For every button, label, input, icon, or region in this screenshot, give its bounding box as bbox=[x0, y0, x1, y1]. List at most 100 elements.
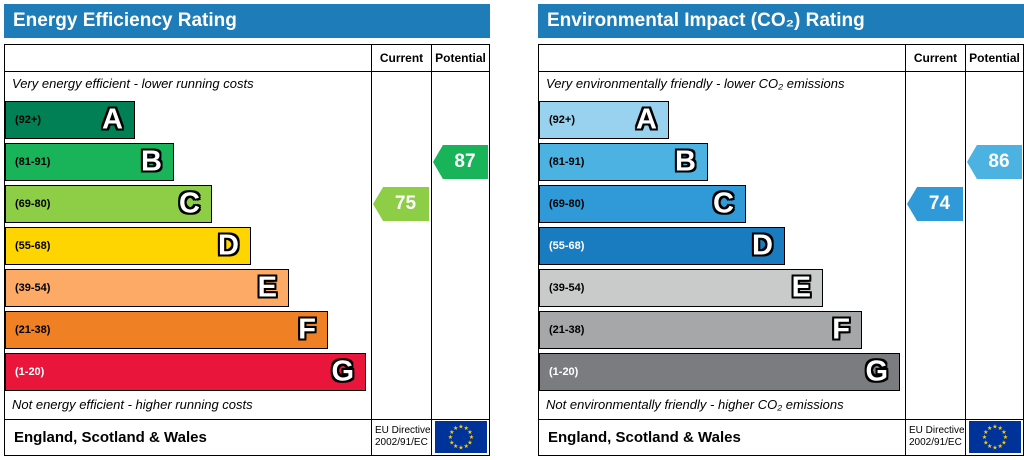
footer-region-label: England, Scotland & Wales bbox=[14, 429, 207, 446]
band-row: (1-20) G bbox=[5, 353, 371, 391]
band-letter: E bbox=[257, 271, 277, 304]
band-bar: (81-91) B bbox=[5, 143, 174, 181]
bottom-note: Not environmentally friendly - higher CO… bbox=[546, 397, 844, 412]
band-row: (81-91) B bbox=[5, 143, 371, 181]
svg-text:★: ★ bbox=[463, 425, 469, 432]
eu-flag-icon: ★ ★★★★★★★★★★★ bbox=[968, 421, 1021, 453]
eu-directive-line2: 2002/91/EC bbox=[375, 437, 428, 448]
band-range-label: (55-68) bbox=[549, 240, 585, 252]
svg-text:★: ★ bbox=[983, 439, 989, 446]
band-bar: (92+) A bbox=[5, 101, 135, 139]
band-letter: B bbox=[141, 145, 162, 178]
band-row: (21-38) F bbox=[539, 311, 905, 349]
band-bar: (1-20) G bbox=[539, 353, 900, 391]
band-letter: A bbox=[636, 103, 657, 136]
svg-text:★: ★ bbox=[468, 434, 474, 441]
band-range-label: (92+) bbox=[15, 114, 41, 126]
svg-text:★: ★ bbox=[1001, 439, 1007, 446]
current-pointer: 75 bbox=[373, 187, 429, 221]
band-row: (39-54) E bbox=[539, 269, 905, 307]
chart-title: Energy Efficiency Rating bbox=[4, 4, 490, 38]
eu-directive-line1: EU Directive bbox=[909, 425, 965, 436]
top-note: Very environmentally friendly - lower CO… bbox=[546, 76, 845, 91]
svg-text:★: ★ bbox=[458, 445, 464, 452]
column-divider-left bbox=[371, 45, 372, 455]
band-range-label: (69-80) bbox=[549, 198, 585, 210]
potential-pointer: 87 bbox=[433, 145, 488, 179]
band-range-label: (39-54) bbox=[15, 282, 51, 294]
svg-text:★: ★ bbox=[467, 439, 473, 446]
rating-chart: Energy Efficiency Rating Current Potenti… bbox=[4, 4, 490, 456]
band-row: (21-38) F bbox=[5, 311, 371, 349]
band-letter: G bbox=[865, 355, 888, 388]
eu-directive-line1: EU Directive bbox=[375, 425, 431, 436]
band-bar: (55-68) D bbox=[5, 227, 251, 265]
band-bar: (21-38) F bbox=[539, 311, 862, 349]
eu-flag-icon: ★ ★★★★★★★★★★★ bbox=[434, 421, 487, 453]
eu-directive: EU Directive 2002/91/EC bbox=[906, 419, 965, 455]
band-row: (39-54) E bbox=[5, 269, 371, 307]
chart-title: Environmental Impact (CO₂) Rating bbox=[538, 4, 1024, 38]
band-range-label: (1-20) bbox=[15, 366, 45, 378]
current-pointer: 74 bbox=[907, 187, 963, 221]
column-header-divider bbox=[5, 71, 489, 72]
band-row: (69-80) C bbox=[5, 185, 371, 223]
band-range-label: (21-38) bbox=[549, 324, 585, 336]
column-divider-left bbox=[905, 45, 906, 455]
svg-text:★: ★ bbox=[986, 425, 992, 432]
potential-column-header: Potential bbox=[435, 51, 486, 65]
column-divider-right bbox=[965, 45, 966, 455]
top-note: Very energy efficient - lower running co… bbox=[12, 76, 254, 91]
band-letter: F bbox=[298, 313, 316, 346]
svg-text:★: ★ bbox=[986, 443, 992, 450]
band-range-label: (81-91) bbox=[15, 156, 51, 168]
band-bar: (92+) A bbox=[539, 101, 669, 139]
band-letter: C bbox=[713, 187, 734, 220]
band-letter: F bbox=[832, 313, 850, 346]
band-letter: C bbox=[179, 187, 200, 220]
band-row: (55-68) D bbox=[5, 227, 371, 265]
eu-flag-cell: ★ ★ ★ ★ ★ ★ ★ ★ ★ ★ ★ ★ bbox=[432, 419, 489, 455]
chart-table: Current Potential Very energy efficient … bbox=[4, 44, 490, 456]
band-row: (92+) A bbox=[5, 101, 371, 139]
band-letter: D bbox=[752, 229, 773, 262]
band-row: (92+) A bbox=[539, 101, 905, 139]
band-bar: (69-80) C bbox=[539, 185, 746, 223]
band-bar: (81-91) B bbox=[539, 143, 708, 181]
band-range-label: (81-91) bbox=[549, 156, 585, 168]
band-range-label: (1-20) bbox=[549, 366, 579, 378]
footer-divider bbox=[539, 419, 1023, 420]
potential-pointer: 86 bbox=[967, 145, 1022, 179]
band-range-label: (69-80) bbox=[15, 198, 51, 210]
column-header-divider bbox=[539, 71, 1023, 72]
svg-text:★: ★ bbox=[467, 429, 473, 436]
svg-text:★: ★ bbox=[992, 424, 998, 431]
band-row: (55-68) D bbox=[539, 227, 905, 265]
svg-text:★: ★ bbox=[1001, 429, 1007, 436]
band-letter: G bbox=[331, 355, 354, 388]
band-letter: E bbox=[791, 271, 811, 304]
svg-text:★: ★ bbox=[452, 443, 458, 450]
svg-text:★: ★ bbox=[997, 443, 1003, 450]
band-letter: A bbox=[102, 103, 123, 136]
band-range-label: (92+) bbox=[549, 114, 575, 126]
band-bar: (21-38) F bbox=[5, 311, 328, 349]
band-row: (69-80) C bbox=[539, 185, 905, 223]
rating-chart: Environmental Impact (CO₂) Rating Curren… bbox=[538, 4, 1024, 456]
svg-text:★: ★ bbox=[449, 429, 455, 436]
eu-directive: EU Directive 2002/91/EC bbox=[372, 419, 431, 455]
chart-table: Current Potential Very environmentally f… bbox=[538, 44, 1024, 456]
eu-flag-cell: ★ ★ ★ ★ ★ ★ ★ ★ ★ ★ ★ ★ bbox=[966, 419, 1023, 455]
band-bar: (39-54) E bbox=[5, 269, 289, 307]
bands-area: (92+) A (81-91) B (69-80) C (55-68) bbox=[5, 45, 489, 455]
band-row: (1-20) G bbox=[539, 353, 905, 391]
band-range-label: (21-38) bbox=[15, 324, 51, 336]
svg-text:★: ★ bbox=[458, 424, 464, 431]
band-range-label: (55-68) bbox=[15, 240, 51, 252]
svg-text:★: ★ bbox=[452, 425, 458, 432]
potential-column-header: Potential bbox=[969, 51, 1020, 65]
band-bar: (1-20) G bbox=[5, 353, 366, 391]
band-bar: (39-54) E bbox=[539, 269, 823, 307]
svg-text:★: ★ bbox=[1002, 434, 1008, 441]
